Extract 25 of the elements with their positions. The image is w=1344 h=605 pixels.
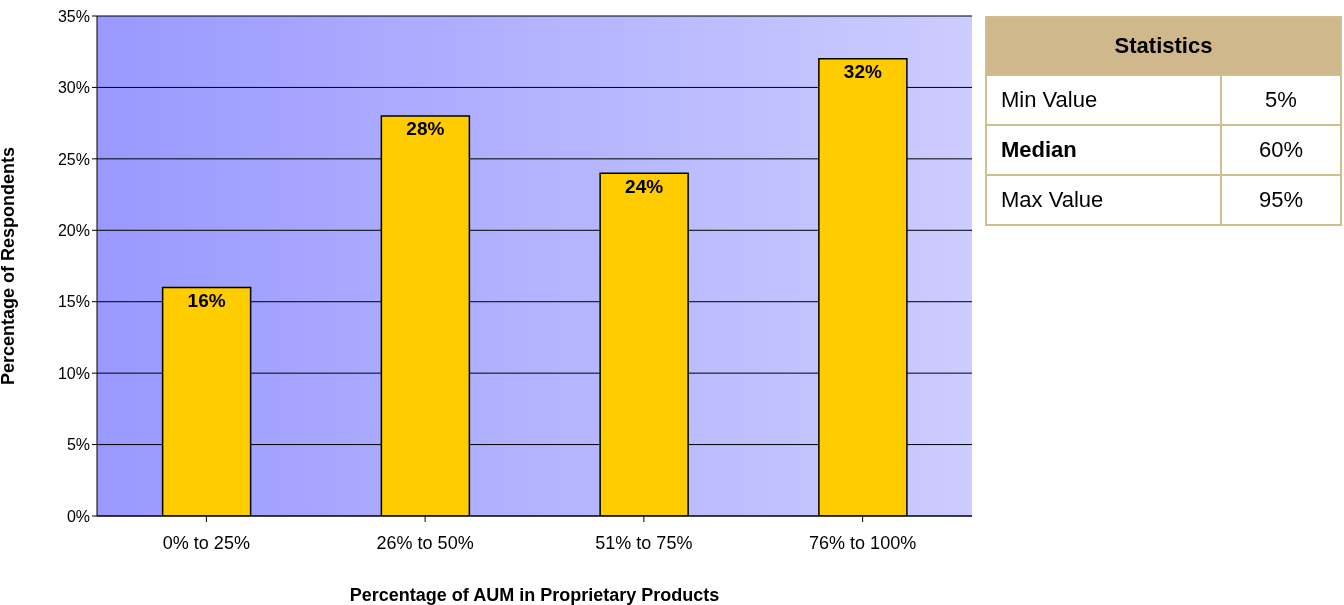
text: 5% xyxy=(1265,87,1297,112)
y-tick-label: 25% xyxy=(57,150,90,168)
y-tick-label: 15% xyxy=(57,293,90,311)
y-tick-label: 5% xyxy=(66,436,90,454)
x-tick-label: 26% to 50% xyxy=(376,532,474,553)
y-tick-label: 0% xyxy=(66,507,90,525)
y-tick-label: 35% xyxy=(57,7,90,25)
y-tick-label: 30% xyxy=(57,79,90,97)
x-tick-label: 0% to 25% xyxy=(162,532,250,553)
x-axis-title: Percentage of AUM in Proprietary Products xyxy=(349,585,720,605)
data-label: 28% xyxy=(406,118,445,140)
data-label: 24% xyxy=(625,175,664,197)
y-tick-label: 20% xyxy=(57,221,90,239)
y-axis-title: Percentage of Respondents xyxy=(0,146,19,386)
text: Statistics xyxy=(986,17,1341,75)
category-label: Min Value xyxy=(986,75,1221,125)
category-label: Median xyxy=(986,125,1221,175)
text: 95% xyxy=(1258,187,1304,212)
x-tick-label: 51% to 75% xyxy=(595,532,693,553)
data-label: 32% xyxy=(843,61,882,83)
category-label: Max Value xyxy=(986,175,1221,225)
text: 60% xyxy=(1258,137,1304,162)
y-tick-label: 10% xyxy=(57,364,90,382)
x-tick-label: 76% to 100% xyxy=(809,532,917,553)
data-label: 16% xyxy=(187,289,226,311)
